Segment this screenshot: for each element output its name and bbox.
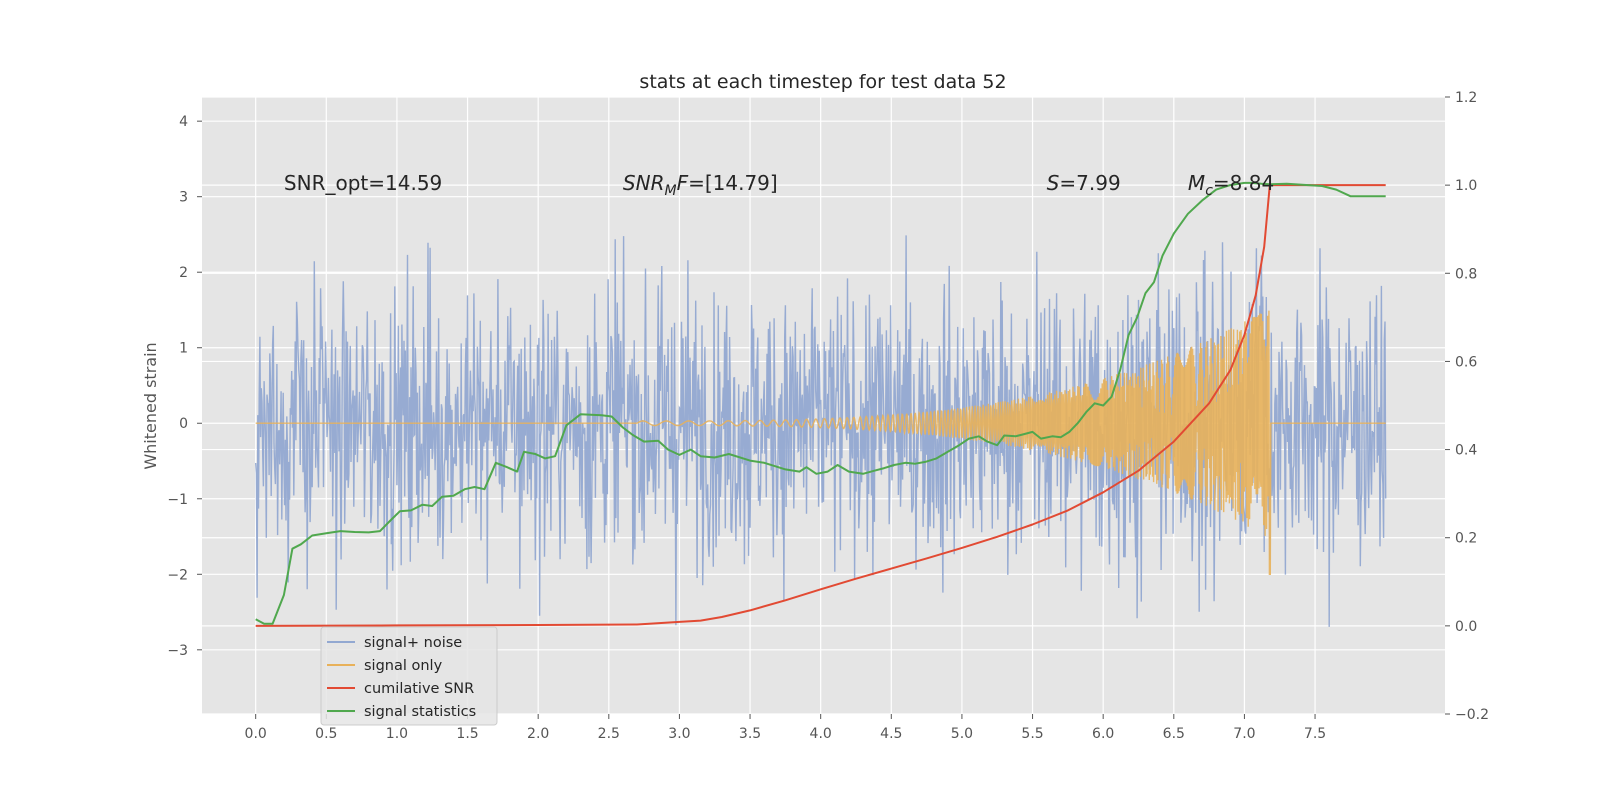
y-tick-label-right: −0.2 [1455, 707, 1489, 723]
x-tick-label: 2.5 [598, 726, 620, 742]
y-tick-label-right: 0.6 [1455, 354, 1477, 370]
chart-title: stats at each timestep for test data 52 [639, 71, 1006, 93]
x-tick-label: 6.5 [1163, 726, 1185, 742]
y-tick-label-right: 0.4 [1455, 443, 1477, 459]
x-tick-label: 1.0 [386, 726, 408, 742]
y-tick-label-right: 1.0 [1455, 178, 1477, 194]
axis-ticks: 0.0 0.5 1.0 1.5 2.0 2.5 3.0 3.5 4.0 4.5 5.0 5.5 6.0 6… [167, 90, 1489, 742]
series-signal-statistics [255, 181, 1386, 625]
series-signal-noise [255, 235, 1387, 627]
series-signal-only [255, 310, 1386, 575]
series-layer [255, 181, 1387, 627]
annotation-snr_opt: SNR_opt=14.59 [284, 171, 442, 195]
y-tick-label-right: 0.2 [1455, 531, 1477, 547]
x-tick-label: 1.5 [456, 726, 478, 742]
x-tick-label: 0.5 [315, 726, 337, 742]
y-tick-label-left: 3 [179, 190, 188, 206]
legend-label: cumilative SNR [364, 681, 474, 697]
y-tick-label-left: 1 [179, 341, 188, 357]
y-axis-label: Whitened strain [141, 342, 160, 469]
y-tick-label-right: 1.2 [1455, 90, 1477, 106]
x-tick-label: 7.5 [1304, 726, 1326, 742]
y-tick-label-left: 2 [179, 265, 188, 281]
y-tick-label-right: 0.0 [1455, 619, 1477, 635]
series-cumilative-snr [255, 184, 1386, 627]
x-tick-label: 0.0 [245, 726, 267, 742]
x-tick-label: 4.5 [880, 726, 902, 742]
legend: signal+ noise signal only cumilative SNR si… [320, 626, 498, 726]
x-tick-label: 5.0 [951, 726, 973, 742]
x-tick-label: 3.5 [739, 726, 761, 742]
legend-label: signal only [364, 658, 443, 674]
legend-label: signal statistics [364, 704, 476, 720]
y-tick-label-left: −3 [167, 643, 188, 659]
legend-box [320, 626, 498, 726]
annotations: SNR_opt=14.59 SNRMF=[14.79] S=7.99 Mc=8.84 [284, 171, 1274, 199]
y-tick-label-left: 4 [179, 114, 188, 130]
x-tick-label: 3.0 [668, 726, 690, 742]
y-tick-label-left: −1 [167, 492, 188, 508]
legend-label: signal+ noise [364, 635, 462, 651]
y-tick-label-left: −2 [167, 567, 188, 583]
x-tick-label: 6.0 [1092, 726, 1114, 742]
annotation-s: S=7.99 [1047, 171, 1121, 195]
annotation-mc: Mc=8.84 [1188, 171, 1274, 199]
x-tick-label: 4.0 [810, 726, 832, 742]
x-tick-label: 7.0 [1233, 726, 1255, 742]
y-tick-label-right: 0.8 [1455, 266, 1477, 282]
x-tick-label: 5.5 [1021, 726, 1043, 742]
annotation-snr_mf: SNRMF=[14.79] [623, 171, 778, 199]
y-tick-label-left: 0 [179, 416, 188, 432]
x-tick-label: 2.0 [527, 726, 549, 742]
